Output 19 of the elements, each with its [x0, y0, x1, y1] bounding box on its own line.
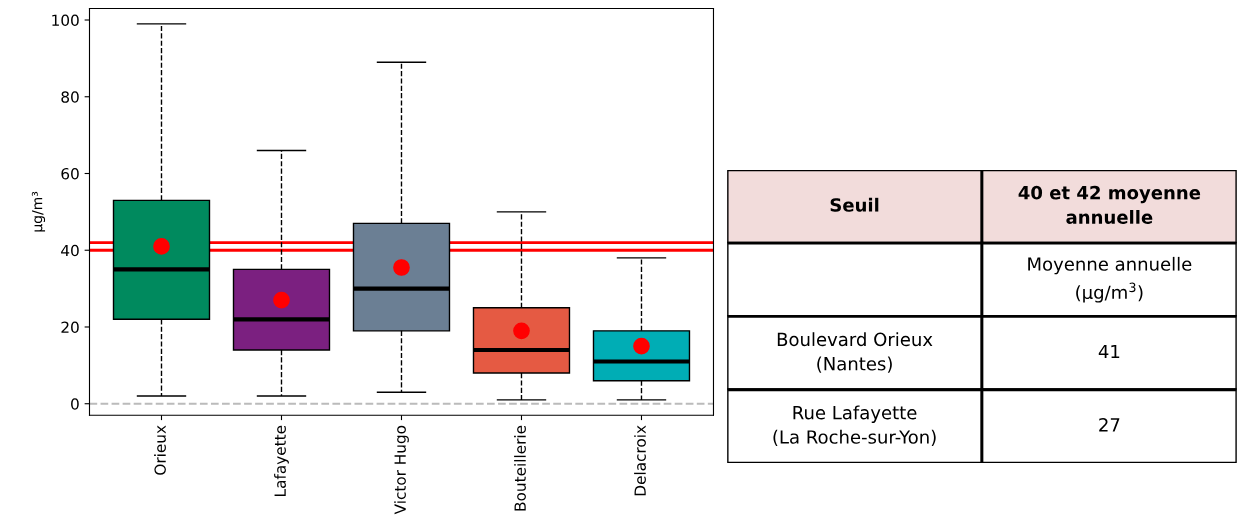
text: Boulevard Orieux (Nantes) — [777, 332, 933, 373]
y-axis-title: µg/m³ — [31, 191, 46, 232]
text: 27 — [1099, 417, 1120, 432]
x-tick-label: Bouteillerie — [514, 425, 526, 511]
y-tick-label: 0 — [71, 398, 79, 410]
text: 41 — [1098, 344, 1120, 359]
text: 40 et 42 moyenne annuelle — [1018, 185, 1201, 224]
x-tick-label: Orieux — [154, 425, 166, 475]
y-tick-label: 20 — [61, 321, 79, 334]
text: Rue Lafayette (La Roche-sur-Yon) — [773, 405, 936, 446]
y-tick-label: 40 — [61, 244, 79, 257]
y-tick-label: 60 — [61, 167, 79, 180]
x-tick-label: Lafayette — [274, 425, 289, 496]
x-tick-label: Victor Hugo — [394, 425, 409, 515]
x-tick-label: Delacroix — [634, 425, 646, 496]
text: Moyenne annuelle (µg/m$^{3}$) — [1028, 256, 1192, 303]
text: Seuil — [830, 197, 879, 212]
y-tick-label: 80 — [61, 91, 79, 103]
y-tick-label: 100 — [52, 14, 79, 27]
